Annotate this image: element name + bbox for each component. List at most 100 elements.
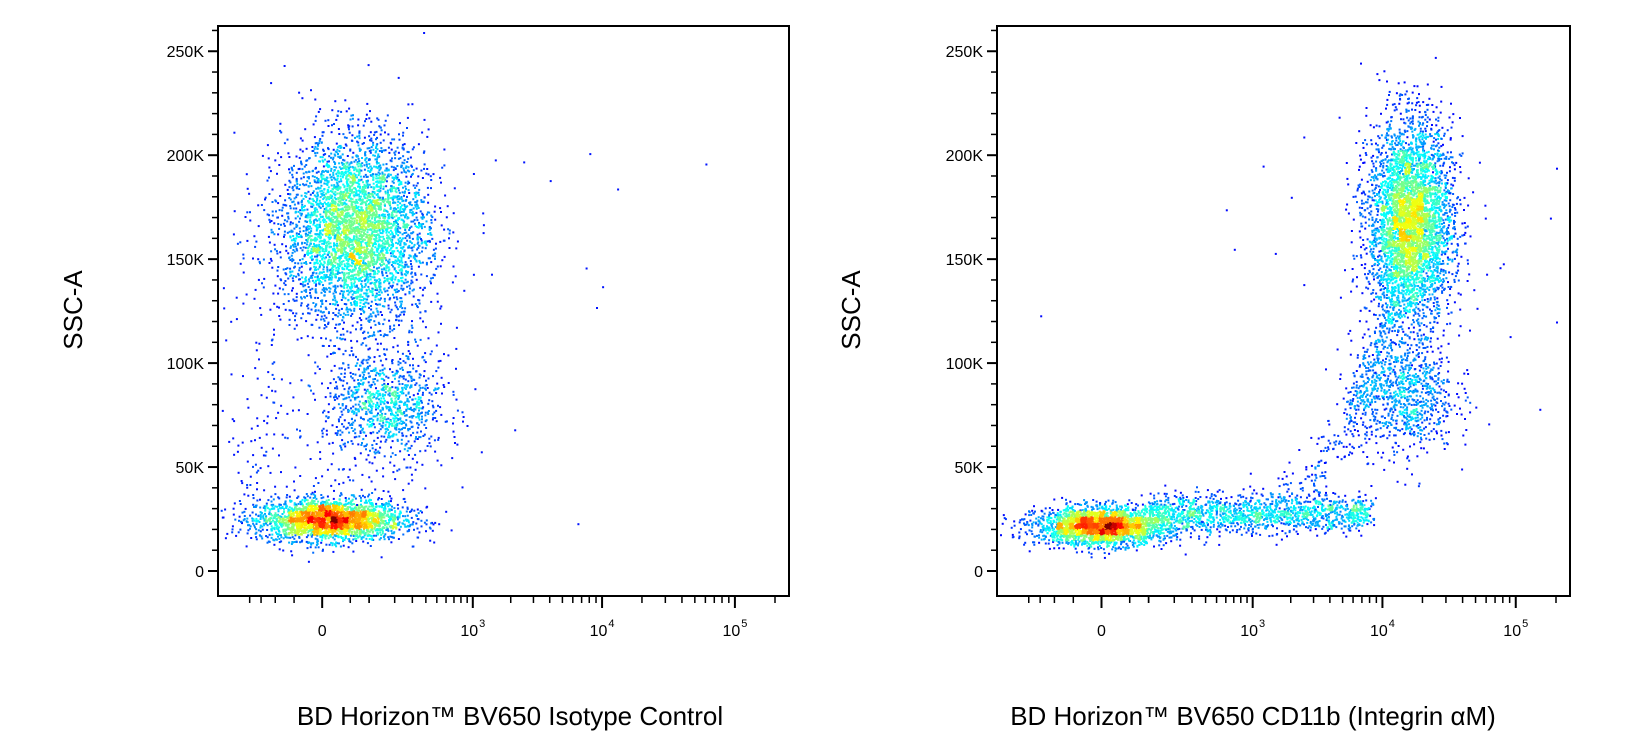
data-point — [344, 519, 347, 522]
data-point — [280, 156, 283, 159]
data-point — [320, 246, 323, 249]
data-point — [376, 395, 379, 398]
data-point — [360, 512, 362, 515]
data-point — [347, 538, 350, 541]
data-point — [341, 167, 344, 170]
data-point — [384, 507, 387, 510]
data-point — [392, 471, 395, 474]
data-point — [306, 499, 309, 502]
data-point — [364, 401, 367, 404]
data-point — [238, 500, 241, 502]
data-point — [430, 214, 433, 217]
data-point — [419, 387, 422, 389]
data-point — [301, 514, 304, 517]
data-point — [359, 405, 362, 408]
data-point — [341, 423, 344, 426]
data-point — [356, 504, 359, 506]
data-point — [370, 499, 372, 502]
y-tick-label: 100K — [167, 356, 205, 373]
data-point — [382, 215, 385, 218]
data-point — [359, 430, 362, 433]
data-point — [396, 394, 399, 397]
data-point — [270, 495, 273, 498]
data-point — [269, 522, 272, 525]
data-point — [310, 533, 313, 536]
data-point — [345, 499, 348, 501]
data-point — [394, 153, 397, 156]
data-point — [424, 352, 427, 355]
data-point — [316, 543, 319, 545]
data-point — [339, 513, 342, 516]
data-point — [341, 384, 344, 387]
data-point — [387, 146, 390, 149]
data-point — [342, 443, 345, 446]
data-point — [308, 527, 311, 530]
data-point — [336, 516, 339, 519]
data-point — [331, 214, 334, 217]
data-point — [305, 147, 308, 150]
data-point — [400, 420, 403, 423]
data-point — [349, 286, 351, 289]
data-point — [388, 392, 391, 395]
data-point — [315, 244, 318, 247]
data-point — [353, 396, 356, 399]
data-point — [374, 518, 377, 521]
data-point — [337, 468, 340, 471]
data-point — [283, 532, 286, 535]
data-point — [439, 406, 442, 409]
data-point — [328, 531, 331, 534]
data-point — [327, 516, 330, 519]
data-point — [288, 511, 291, 514]
data-point — [340, 530, 343, 533]
data-point — [402, 533, 405, 536]
data-point — [356, 362, 359, 365]
data-point — [332, 268, 335, 271]
data-point — [409, 523, 412, 526]
data-point — [408, 329, 411, 332]
data-point — [398, 180, 401, 183]
data-point — [374, 448, 377, 451]
data-point — [391, 505, 393, 508]
data-point — [369, 411, 372, 414]
data-point — [346, 516, 349, 519]
data-point — [339, 284, 342, 287]
data-point — [391, 362, 394, 365]
data-point — [324, 537, 327, 540]
data-point — [393, 394, 396, 397]
data-point — [385, 266, 388, 269]
data-point — [307, 502, 310, 505]
data-point — [425, 388, 427, 391]
data-point — [358, 524, 361, 527]
data-point — [391, 424, 394, 427]
data-point — [347, 514, 350, 517]
data-point — [375, 534, 378, 537]
data-point — [387, 434, 390, 437]
data-point — [375, 130, 378, 133]
data-point — [320, 522, 323, 525]
data-point — [371, 370, 374, 372]
data-point — [341, 505, 344, 508]
data-point — [315, 514, 318, 517]
data-point — [355, 517, 358, 520]
data-point — [360, 503, 362, 506]
data-point — [407, 407, 410, 410]
data-point — [370, 509, 373, 512]
data-point — [392, 391, 394, 394]
data-point — [383, 416, 386, 418]
data-point — [307, 509, 309, 512]
data-point — [349, 523, 352, 526]
data-point — [389, 327, 392, 330]
data-point — [259, 498, 261, 501]
data-point — [379, 342, 382, 345]
data-point — [347, 227, 350, 230]
data-point — [349, 220, 352, 222]
data-point — [370, 528, 373, 531]
data-point — [339, 515, 342, 518]
data-point — [331, 270, 334, 272]
data-point — [283, 511, 285, 514]
data-point — [231, 531, 234, 534]
data-point — [324, 119, 327, 122]
data-point — [368, 163, 371, 165]
data-point — [299, 503, 302, 506]
data-point — [346, 502, 349, 505]
